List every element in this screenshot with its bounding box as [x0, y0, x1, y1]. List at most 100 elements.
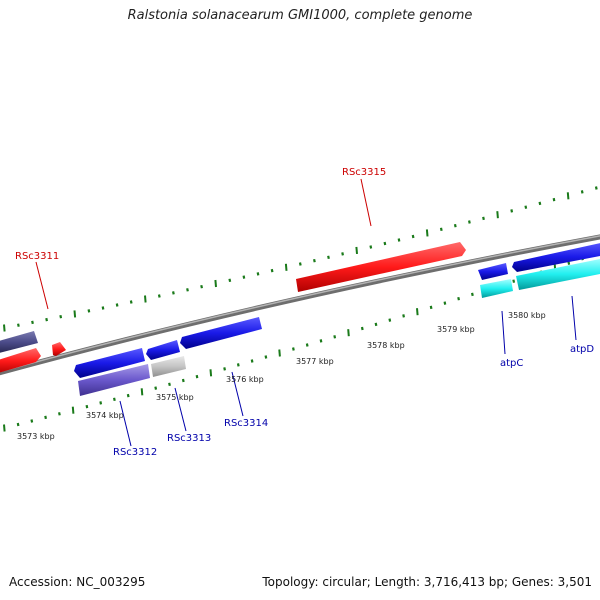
outer-tick: [580, 190, 584, 194]
gene-rsc3313-secondary[interactable]: [151, 356, 186, 377]
inner-tick: [278, 349, 281, 357]
gene-rsc3314[interactable]: [180, 317, 262, 349]
inner-tick: [264, 355, 268, 359]
outer-tick: [45, 317, 48, 322]
outer-tick: [3, 324, 6, 332]
inner-tick: [140, 388, 144, 396]
inner-tick: [195, 374, 199, 379]
outer-tick: [144, 295, 147, 303]
inner-tick: [126, 393, 130, 398]
outer-tick: [298, 262, 302, 266]
genome-summary-text: Topology: circular; Length: 3,716,413 bp…: [262, 575, 592, 589]
outer-tick: [242, 275, 246, 279]
gene-left-slate[interactable]: [0, 331, 38, 354]
genome-backbone-highlight: [0, 235, 600, 373]
inner-tick: [567, 261, 571, 265]
inner-tick: [3, 424, 6, 432]
inner-tick: [71, 406, 75, 414]
gene-atpd[interactable]: [512, 242, 600, 272]
label-rsc3312: RSc3312: [113, 447, 157, 458]
inner-tick: [181, 378, 185, 383]
inner-tick: [209, 369, 213, 377]
outer-tick: [172, 291, 175, 295]
outer-tick: [397, 238, 401, 242]
inner-tick: [16, 422, 20, 427]
outer-tick: [87, 309, 91, 313]
outer-tick: [186, 288, 189, 292]
outer-tick: [101, 306, 105, 310]
inner-tick: [58, 412, 61, 416]
outer-tick: [496, 211, 499, 219]
kbp-label-3576: 3576 kbp: [226, 375, 264, 384]
outer-tick: [200, 284, 203, 289]
inner-tick: [402, 314, 405, 318]
gene-rsc3315[interactable]: [296, 242, 466, 292]
inner-tick: [154, 386, 158, 390]
outer-tick: [115, 303, 119, 307]
inner-tick: [360, 326, 364, 331]
outer-tick: [73, 310, 77, 318]
outer-tick: [313, 258, 316, 263]
outer-tick: [284, 263, 288, 271]
label-rsc3315: RSc3315: [342, 167, 386, 178]
inner-tick: [236, 363, 240, 367]
outer-tick-track: [3, 186, 598, 332]
outer-tick: [129, 300, 133, 304]
outer-tick: [214, 279, 217, 288]
inner-tick: [443, 301, 447, 305]
inner-tick: [388, 318, 392, 322]
outer-tick: [327, 255, 330, 260]
kbp-label-3573: 3573 kbp: [17, 432, 55, 441]
map-title: Ralstonia solanacearum GMI1000, complete…: [127, 8, 473, 23]
kbp-label-3578: 3578 kbp: [367, 341, 405, 350]
leader-rsc3311: [35, 261, 49, 310]
leader-atpd: [571, 295, 577, 341]
leader-rsc3313: [174, 387, 187, 432]
outer-tick: [355, 246, 358, 254]
outer-tick: [566, 192, 570, 200]
gene-atpc[interactable]: [478, 263, 508, 280]
outer-tick: [341, 252, 344, 256]
inner-tick: [333, 335, 337, 339]
inner-tick: [471, 292, 474, 297]
inner-tick: [85, 404, 89, 409]
outer-tick: [482, 216, 485, 221]
outer-tick: [256, 272, 260, 276]
outer-tick: [468, 220, 471, 224]
kbp-label-3575: 3575 kbp: [156, 393, 194, 402]
outer-tick: [552, 197, 556, 202]
label-rsc3314: RSc3314: [224, 418, 268, 429]
gene-rsc3311-fragment[interactable]: [52, 342, 66, 356]
label-atpd: atpD: [570, 344, 594, 355]
gene-atpc-secondary[interactable]: [480, 279, 513, 298]
label-rsc3311: RSc3311: [15, 251, 59, 262]
leader-rsc3315: [360, 178, 372, 227]
leader-rsc3312: [119, 400, 132, 447]
inner-tick: [416, 308, 419, 316]
outer-tick: [510, 209, 514, 213]
gene-rsc3313[interactable]: [146, 340, 180, 360]
outer-tick: [439, 227, 443, 232]
inner-tick: [305, 343, 309, 347]
outer-tick: [17, 323, 20, 327]
outer-tick: [538, 201, 542, 206]
inner-tick: [250, 359, 254, 363]
outer-tick: [524, 205, 528, 209]
gene-rsc3312-secondary[interactable]: [78, 364, 150, 396]
inner-tick: [374, 322, 378, 327]
gene-left-red[interactable]: [0, 348, 41, 374]
leader-rsc3314: [231, 371, 244, 417]
gene-rsc3312[interactable]: [74, 348, 145, 378]
outer-tick: [59, 314, 63, 319]
inner-tick: [30, 419, 34, 423]
genome-backbone: [0, 234, 600, 376]
accession-text: Accession: NC_003295: [9, 575, 146, 589]
gene-atpd-secondary[interactable]: [516, 258, 600, 290]
outer-tick: [383, 241, 387, 246]
label-rsc3313: RSc3313: [167, 433, 211, 444]
inner-tick: [319, 339, 323, 343]
inner-tick: [44, 415, 47, 420]
label-atpc: atpC: [500, 358, 523, 369]
kbp-label-3574: 3574 kbp: [86, 411, 124, 420]
